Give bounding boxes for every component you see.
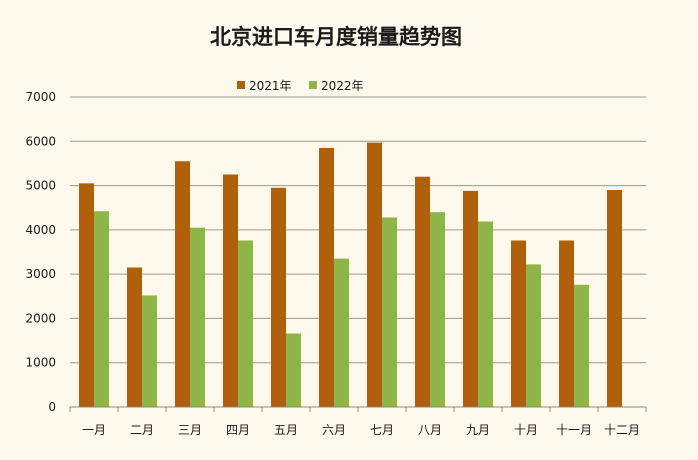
x-tick-label: 十月 (514, 423, 538, 437)
legend-label-2021: 2021年 (249, 79, 292, 93)
bar-2022-11 (574, 284, 589, 407)
bar-2021-7 (367, 142, 382, 407)
bar-2022-9 (478, 221, 493, 407)
legend-swatch-2021 (237, 81, 245, 89)
bar-2021-8 (415, 176, 430, 407)
bar-2021-4 (223, 174, 238, 407)
x-tick-label: 四月 (226, 423, 250, 437)
legend: 2021年 2022年 (237, 79, 364, 93)
bar-2021-11 (559, 240, 574, 407)
y-tick-label: 6000 (25, 134, 56, 148)
y-tick-label: 1000 (25, 356, 56, 370)
bar-2022-6 (334, 258, 349, 407)
y-tick-label: 2000 (25, 311, 56, 325)
bar-2022-3 (190, 227, 205, 407)
bar-2022-7 (382, 217, 397, 407)
bar-2022-1 (94, 211, 109, 407)
y-tick-label: 7000 (25, 90, 56, 104)
x-tick-label: 七月 (370, 423, 394, 437)
x-tick-label: 十一月 (556, 423, 592, 437)
x-axis: 一月 二月 三月 四月 五月 六月 七月 八月 九月 十月 十一月 十二月 (69, 406, 647, 437)
chart-title: 北京进口车月度销量趋势图 (210, 25, 462, 49)
bar-2021-1 (79, 183, 94, 407)
y-axis-ticks: 0 1000 2000 3000 4000 5000 6000 7000 (25, 90, 56, 414)
x-tick-label: 九月 (466, 423, 490, 437)
x-tick-label: 一月 (82, 423, 106, 437)
x-tick-label: 三月 (178, 423, 202, 437)
bar-2021-12 (607, 190, 622, 407)
x-tick-label: 十二月 (604, 423, 640, 437)
bar-2022-4 (238, 240, 253, 407)
bar-2021-5 (271, 187, 286, 407)
x-tick-label: 五月 (274, 423, 298, 437)
y-tick-label: 4000 (25, 223, 56, 237)
bar-2022-2 (142, 295, 157, 407)
bar-2022-8 (430, 212, 445, 407)
bar-2021-10 (511, 240, 526, 407)
x-tick-label: 六月 (322, 423, 346, 437)
bar-2022-10 (526, 264, 541, 407)
x-tick-label: 八月 (418, 423, 442, 437)
legend-label-2022: 2022年 (321, 79, 364, 93)
gridlines (70, 96, 646, 364)
y-tick-label: 3000 (25, 267, 56, 281)
bars (79, 142, 622, 407)
bar-2021-3 (175, 161, 190, 407)
bar-2021-2 (127, 267, 142, 407)
y-tick-label: 0 (48, 400, 56, 414)
bar-2022-5 (286, 333, 301, 407)
bar-2021-6 (319, 147, 334, 407)
bar-2021-9 (463, 190, 478, 407)
legend-swatch-2022 (309, 81, 317, 89)
y-tick-label: 5000 (25, 179, 56, 193)
x-tick-label: 二月 (130, 423, 154, 437)
